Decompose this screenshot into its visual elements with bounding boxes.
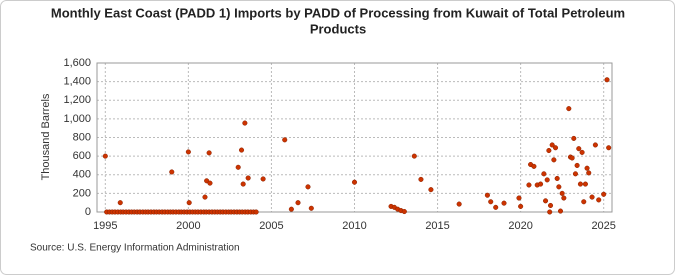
data-point — [526, 182, 532, 188]
data-point — [238, 147, 245, 153]
chart-title: Monthly East Coast (PADD 1) Imports by P… — [51, 5, 625, 20]
data-point — [604, 77, 610, 83]
data-point — [551, 157, 557, 163]
data-point — [579, 149, 585, 155]
data-point — [592, 142, 598, 148]
source-note: Source: U.S. Energy Information Administ… — [30, 243, 240, 254]
data-point — [541, 171, 547, 177]
data-point — [169, 169, 175, 175]
chart-title: Products — [310, 21, 366, 36]
x-tick-label: 2020 — [508, 220, 532, 232]
data-point — [531, 163, 537, 169]
y-tick-label: 0 — [85, 206, 91, 218]
data-point — [554, 175, 560, 182]
data-point — [577, 181, 583, 187]
data-point — [557, 208, 564, 214]
data-point — [308, 205, 314, 211]
data-point — [571, 135, 577, 141]
data-point — [202, 194, 208, 200]
y-axis-label: Thousand Barrels — [40, 93, 52, 180]
data-point — [552, 145, 559, 151]
data-point — [542, 198, 549, 204]
data-point — [518, 203, 524, 209]
y-tick-label: 800 — [73, 131, 91, 143]
data-point — [559, 190, 565, 196]
data-point — [596, 197, 602, 203]
data-point — [606, 145, 612, 151]
data-point — [546, 147, 552, 154]
data-point — [185, 149, 191, 155]
x-tick-label: 2005 — [259, 220, 283, 232]
data-point — [488, 199, 494, 205]
data-point — [584, 165, 590, 171]
data-point — [516, 195, 522, 201]
data-point — [253, 209, 259, 215]
y-tick-label: 1,400 — [63, 76, 91, 88]
data-point — [549, 142, 555, 148]
data-point — [556, 184, 562, 190]
data-point — [574, 162, 580, 168]
data-point — [186, 200, 192, 206]
data-point — [589, 194, 595, 200]
plot-border — [96, 62, 613, 213]
data-point — [260, 176, 266, 182]
data-point — [401, 208, 407, 215]
data-point — [544, 177, 550, 183]
data-point — [456, 201, 462, 207]
x-tick-label: 1995 — [93, 220, 117, 232]
data-point — [581, 199, 587, 205]
data-point — [418, 176, 424, 182]
y-tick-label: 1,200 — [63, 94, 91, 106]
x-tick-label: 2000 — [176, 220, 200, 232]
data-point — [102, 153, 108, 159]
data-point — [547, 209, 553, 215]
data-point — [351, 179, 358, 185]
data-point — [295, 200, 301, 206]
data-point — [572, 171, 579, 177]
x-tick-label: 2015 — [425, 220, 449, 232]
data-point — [240, 181, 246, 187]
data-point — [282, 137, 288, 143]
y-tick-label: 1,000 — [63, 113, 91, 125]
data-point — [305, 184, 311, 190]
data-point — [569, 155, 575, 161]
x-tick-label: 2025 — [591, 220, 615, 232]
y-tick-label: 400 — [73, 169, 91, 181]
x-tick-label: 2010 — [342, 220, 366, 232]
data-point — [561, 195, 567, 201]
data-point — [206, 150, 212, 156]
data-point — [235, 164, 241, 170]
data-point — [288, 206, 294, 212]
data-point — [493, 204, 499, 210]
data-point — [582, 181, 588, 187]
data-point — [484, 192, 490, 198]
y-tick-label: 200 — [73, 187, 91, 199]
data-point — [576, 146, 582, 152]
data-point — [501, 200, 507, 206]
data-point — [547, 202, 554, 209]
data-point — [245, 175, 251, 181]
data-point — [242, 120, 248, 126]
data-point — [566, 106, 572, 112]
data-point — [207, 180, 213, 186]
data-point — [428, 187, 434, 193]
y-tick-label: 1,600 — [63, 57, 91, 69]
data-point — [586, 170, 592, 176]
data-point — [538, 181, 544, 187]
data-point — [411, 153, 417, 159]
data-point — [117, 200, 123, 206]
y-tick-label: 600 — [73, 150, 91, 162]
data-point — [601, 191, 607, 197]
